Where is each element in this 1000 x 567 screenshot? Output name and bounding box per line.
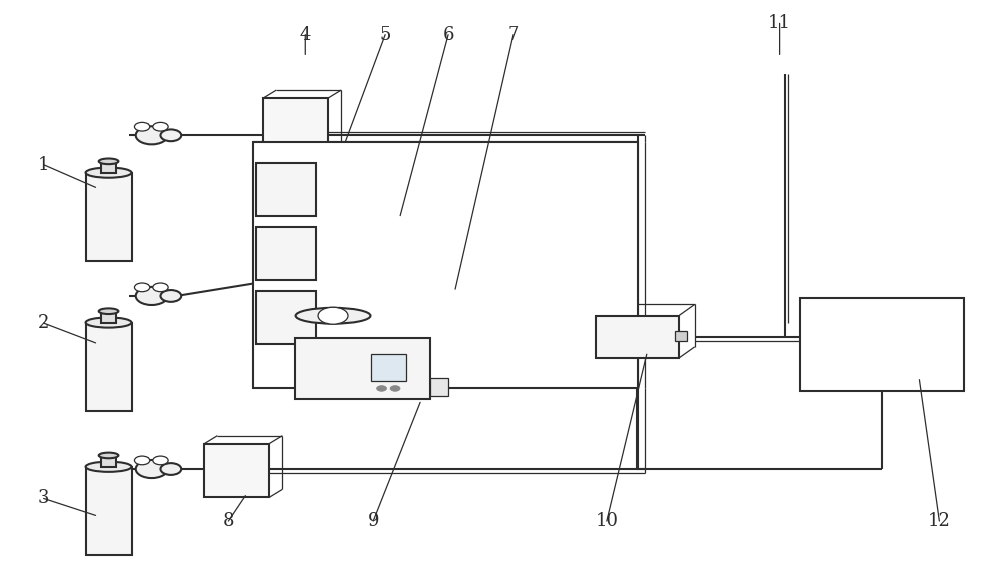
Ellipse shape <box>86 168 132 177</box>
Circle shape <box>318 307 348 324</box>
Ellipse shape <box>99 159 118 164</box>
Circle shape <box>160 463 181 475</box>
Bar <box>86 323 132 411</box>
Circle shape <box>136 460 168 478</box>
Circle shape <box>153 456 168 465</box>
Text: 1: 1 <box>38 156 49 174</box>
Circle shape <box>153 122 168 131</box>
Bar <box>295 338 430 399</box>
Circle shape <box>160 290 181 302</box>
Bar <box>800 298 964 391</box>
Text: 12: 12 <box>928 512 951 530</box>
Circle shape <box>390 386 400 391</box>
Text: 10: 10 <box>595 512 618 530</box>
Ellipse shape <box>86 318 132 328</box>
Text: 2: 2 <box>38 314 49 332</box>
Ellipse shape <box>296 308 370 324</box>
Circle shape <box>136 126 168 145</box>
Text: 4: 4 <box>300 26 311 44</box>
Bar <box>253 142 638 388</box>
Ellipse shape <box>86 462 132 472</box>
Text: 8: 8 <box>223 512 234 530</box>
Ellipse shape <box>99 452 118 458</box>
Circle shape <box>134 283 150 291</box>
Bar <box>101 162 116 172</box>
Circle shape <box>153 283 168 291</box>
Text: 6: 6 <box>442 26 454 44</box>
Circle shape <box>136 287 168 305</box>
Ellipse shape <box>99 308 118 314</box>
Bar <box>371 354 406 381</box>
Bar <box>256 291 316 344</box>
Bar <box>256 227 316 280</box>
Text: 9: 9 <box>367 512 379 530</box>
Bar <box>256 163 316 215</box>
Circle shape <box>377 386 387 391</box>
Bar <box>263 98 328 160</box>
Bar <box>204 443 269 497</box>
Circle shape <box>134 122 150 131</box>
Bar <box>86 172 132 261</box>
Circle shape <box>134 456 150 465</box>
Bar <box>675 331 687 341</box>
Bar <box>596 316 679 358</box>
Bar <box>101 311 116 323</box>
Text: 7: 7 <box>507 26 519 44</box>
Text: 3: 3 <box>38 489 49 507</box>
Text: 11: 11 <box>768 14 791 32</box>
Bar <box>86 467 132 555</box>
Bar <box>430 378 448 396</box>
Circle shape <box>160 129 181 141</box>
Bar <box>101 455 116 467</box>
Text: 5: 5 <box>379 26 391 44</box>
